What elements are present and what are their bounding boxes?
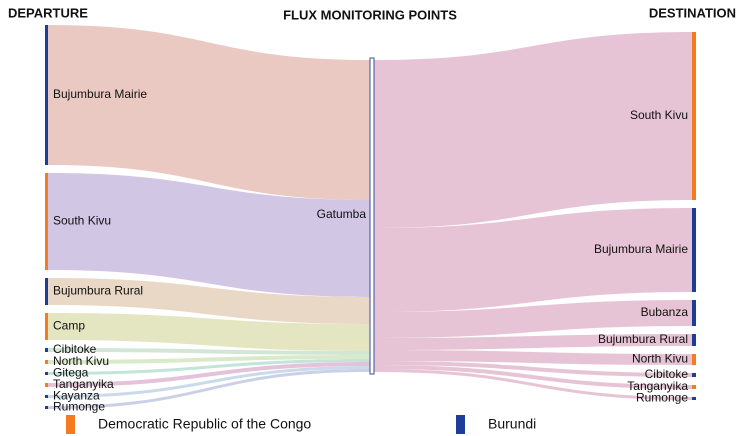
flow-link	[48, 369, 370, 409]
flow-link	[48, 348, 370, 355]
hub-node	[369, 57, 375, 375]
source-label: North Kivu	[53, 354, 109, 368]
target-node	[692, 397, 696, 400]
source-label: Camp	[53, 319, 85, 333]
legend-swatch	[66, 415, 75, 434]
source-node	[45, 406, 48, 409]
source-label: South Kivu	[53, 214, 111, 228]
flow-link	[48, 25, 370, 200]
target-node	[692, 373, 696, 377]
flow-link	[48, 355, 370, 364]
source-node	[45, 372, 48, 375]
source-label: Rumonge	[53, 400, 105, 414]
flow-link	[48, 278, 370, 324]
target-node	[692, 208, 696, 292]
target-node	[692, 354, 696, 365]
target-node	[692, 385, 696, 389]
column-title: DEPARTURE	[8, 5, 88, 20]
flow-link	[374, 208, 692, 312]
target-label: Bujumbura Rural	[598, 332, 688, 346]
flow-link	[374, 365, 692, 389]
source-node	[45, 25, 48, 165]
target-label: Bujumbura Mairie	[594, 242, 688, 256]
target-label: Rumonge	[636, 391, 688, 405]
source-label: Kayanza	[53, 389, 100, 403]
flow-link	[374, 300, 692, 338]
source-node	[45, 360, 48, 364]
source-node	[45, 313, 48, 340]
source-node	[45, 278, 48, 305]
column-title: FLUX MONITORING POINTS	[283, 7, 457, 22]
flow-link	[374, 32, 692, 228]
source-node	[45, 395, 48, 398]
legend-swatch	[456, 415, 465, 434]
target-label: Bubanza	[641, 305, 689, 319]
flow-link	[374, 350, 692, 365]
target-node	[692, 334, 696, 346]
source-node	[45, 348, 48, 352]
source-node	[45, 173, 48, 270]
source-label: Bujumbura Mairie	[53, 87, 147, 101]
source-label: Gitega	[53, 366, 89, 380]
target-label: Cibitoke	[645, 367, 689, 381]
flow-link	[48, 173, 370, 297]
flow-link	[374, 369, 692, 400]
flow-link	[374, 334, 692, 350]
flow-link	[48, 313, 370, 351]
target-node	[692, 300, 696, 326]
source-label: Bujumbura Rural	[53, 284, 143, 298]
flow-link	[48, 366, 370, 398]
target-label: North Kivu	[632, 352, 688, 366]
source-node	[45, 383, 48, 387]
source-label: Cibitoke	[53, 342, 97, 356]
column-title: DESTINATION	[649, 5, 736, 20]
flow-link	[48, 359, 370, 375]
legend-label: Burundi	[488, 416, 536, 432]
source-label: Tanganyika	[53, 377, 114, 391]
flow-link	[374, 361, 692, 377]
hub-label: Gatumba	[317, 207, 367, 221]
flow-link	[48, 362, 370, 387]
target-label: South Kivu	[630, 108, 688, 122]
target-label: Tanganyika	[627, 379, 688, 393]
legend-label: Democratic Republic of the Congo	[98, 416, 311, 432]
target-node	[692, 32, 696, 200]
